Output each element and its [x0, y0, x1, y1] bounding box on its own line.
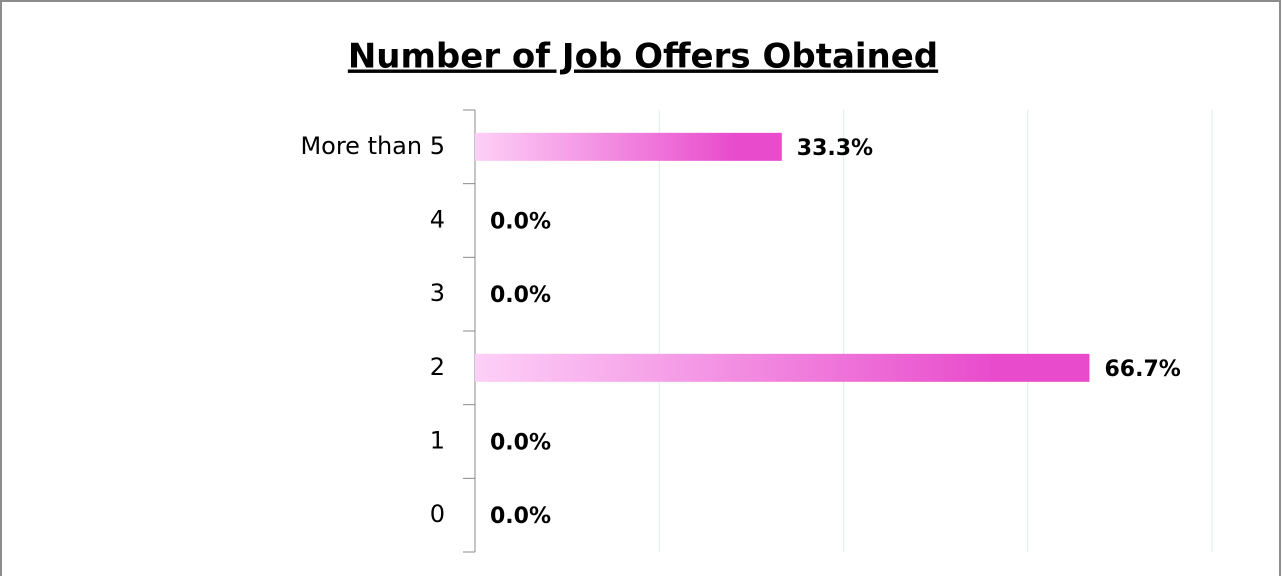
data-label: 0.0%: [490, 210, 551, 235]
bar: [475, 132, 782, 161]
data-label: 66.7%: [1104, 357, 1180, 382]
y-tick-label: 1: [430, 427, 445, 455]
data-label: 0.0%: [490, 283, 551, 308]
bar: [475, 353, 1090, 382]
y-tick-label: More than 5: [300, 132, 445, 160]
chart-title: Number of Job Offers Obtained: [348, 37, 938, 77]
data-label: 33.3%: [797, 136, 873, 161]
y-tick-label: 4: [430, 206, 445, 234]
data-label: 0.0%: [490, 431, 551, 456]
y-tick-label: 3: [430, 279, 445, 307]
data-label: 0.0%: [490, 504, 551, 529]
y-tick-label: 2: [430, 353, 445, 381]
y-tick-label: 0: [430, 500, 445, 528]
